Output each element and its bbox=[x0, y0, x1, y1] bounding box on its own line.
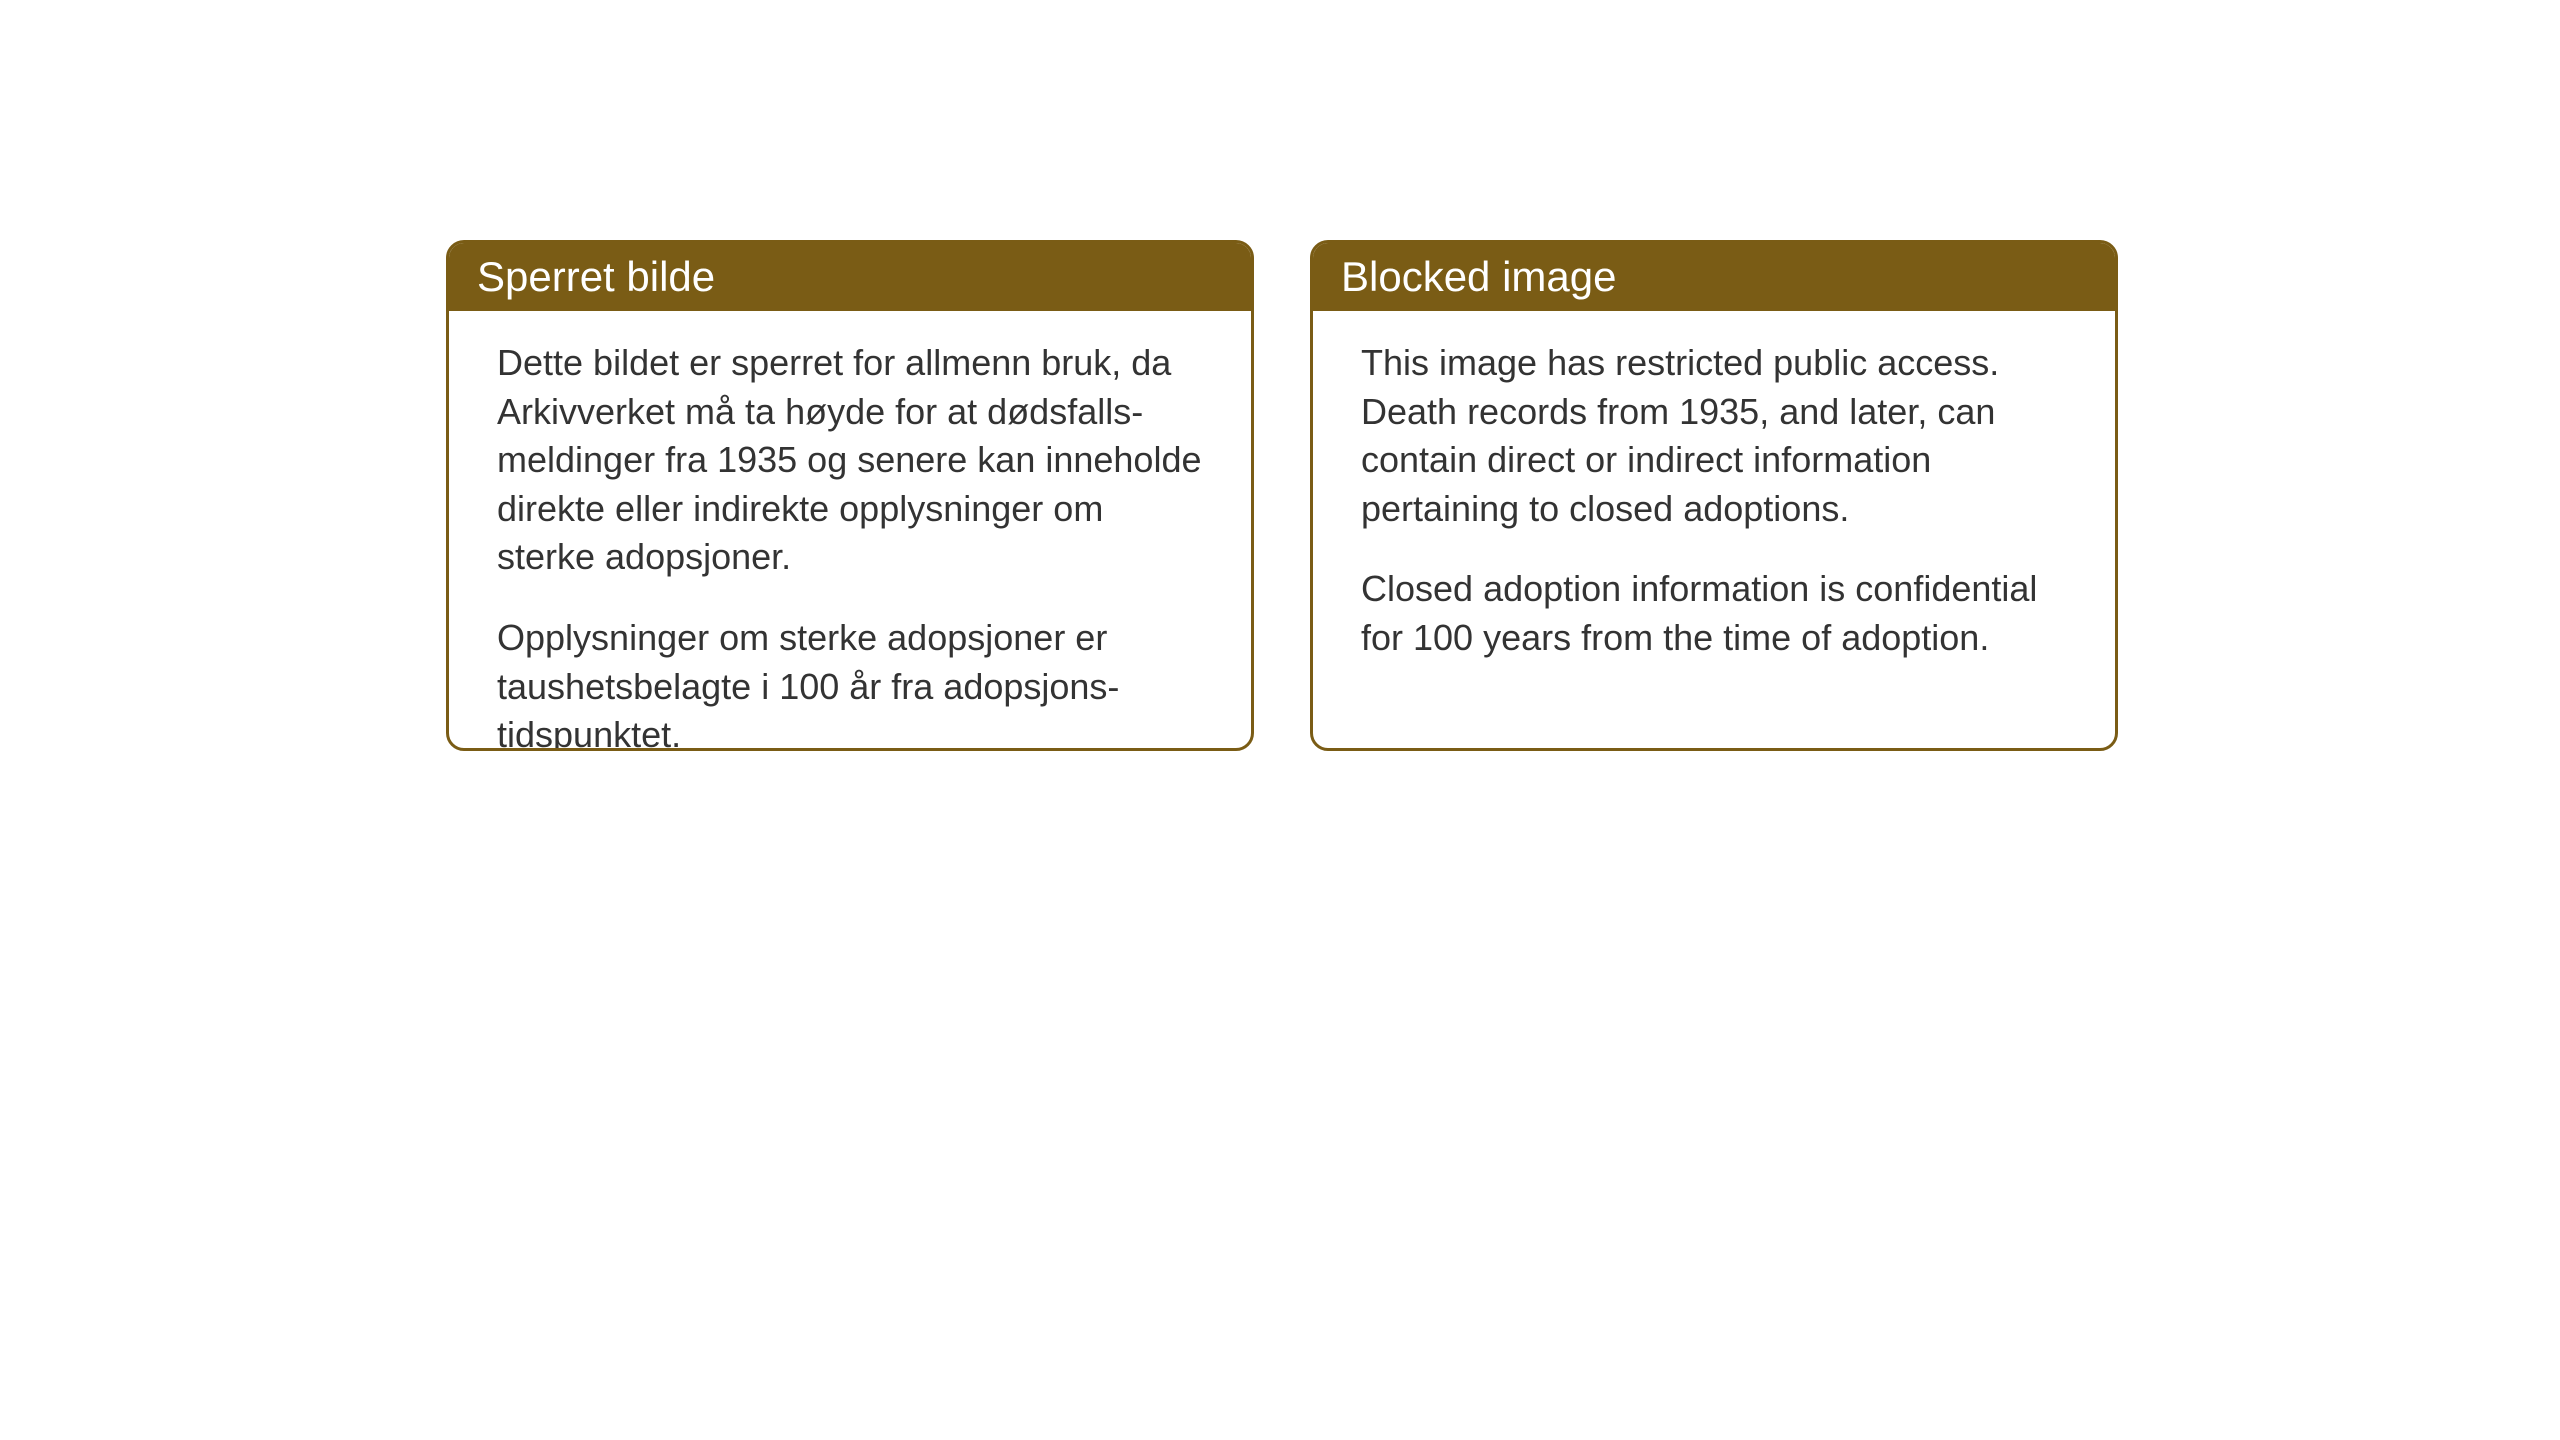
english-paragraph-1: This image has restricted public access.… bbox=[1361, 339, 2067, 533]
norwegian-card-header: Sperret bilde bbox=[449, 243, 1251, 311]
english-card-title: Blocked image bbox=[1341, 253, 1616, 300]
norwegian-card: Sperret bilde Dette bildet er sperret fo… bbox=[446, 240, 1254, 751]
norwegian-paragraph-1: Dette bildet er sperret for allmenn bruk… bbox=[497, 339, 1203, 582]
norwegian-card-body: Dette bildet er sperret for allmenn bruk… bbox=[449, 311, 1251, 751]
english-card: Blocked image This image has restricted … bbox=[1310, 240, 2118, 751]
english-paragraph-2: Closed adoption information is confident… bbox=[1361, 565, 2067, 662]
norwegian-card-title: Sperret bilde bbox=[477, 253, 715, 300]
cards-container: Sperret bilde Dette bildet er sperret fo… bbox=[446, 240, 2118, 751]
norwegian-paragraph-2: Opplysninger om sterke adopsjoner er tau… bbox=[497, 614, 1203, 751]
english-card-body: This image has restricted public access.… bbox=[1313, 311, 2115, 699]
english-card-header: Blocked image bbox=[1313, 243, 2115, 311]
